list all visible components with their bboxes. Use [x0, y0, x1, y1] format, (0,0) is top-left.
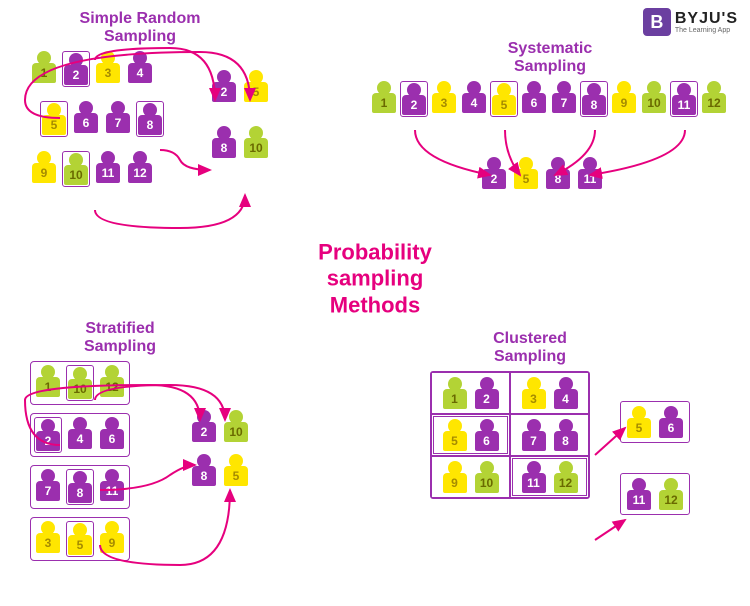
person-5: 5 — [441, 419, 469, 451]
person-5: 5 — [40, 101, 68, 137]
person-6: 6 — [72, 101, 100, 137]
person-3: 3 — [34, 521, 62, 557]
person-9: 9 — [441, 461, 469, 493]
strat-title: StratifiedSampling — [50, 320, 190, 355]
person-10: 10 — [640, 81, 668, 117]
person-10: 10 — [66, 365, 94, 401]
person-7: 7 — [104, 101, 132, 137]
person-10: 10 — [62, 151, 90, 187]
person-8: 8 — [580, 81, 608, 117]
person-10: 10 — [242, 126, 270, 158]
person-5: 5 — [66, 521, 94, 557]
person-11: 11 — [520, 461, 548, 493]
person-11: 11 — [670, 81, 698, 117]
person-3: 3 — [520, 377, 548, 409]
simple-random-quadrant: Simple RandomSampling 123456789101112 25… — [30, 10, 340, 201]
person-5: 5 — [512, 157, 540, 189]
person-6: 6 — [98, 417, 126, 453]
srs-title: Simple RandomSampling — [60, 10, 220, 45]
person-11: 11 — [576, 157, 604, 189]
clust-title: ClusteredSampling — [430, 330, 630, 365]
person-6: 6 — [473, 419, 501, 451]
person-7: 7 — [520, 419, 548, 451]
person-1: 1 — [441, 377, 469, 409]
stratified-quadrant: StratifiedSampling 110122467811359 21085 — [30, 320, 340, 569]
person-2: 2 — [473, 377, 501, 409]
person-6: 6 — [520, 81, 548, 117]
person-12: 12 — [126, 151, 154, 187]
person-5: 5 — [490, 81, 518, 117]
person-12: 12 — [98, 365, 126, 401]
person-11: 11 — [98, 469, 126, 505]
person-1: 1 — [34, 365, 62, 401]
person-3: 3 — [94, 51, 122, 87]
person-2: 2 — [62, 51, 90, 87]
logo-sub: The Learning App — [675, 27, 738, 34]
person-1: 1 — [370, 81, 398, 117]
person-7: 7 — [34, 469, 62, 505]
logo-main: BYJU'S — [675, 11, 738, 27]
clustered-quadrant: ClusteredSampling 123456789101112 561112 — [430, 330, 740, 515]
person-9: 9 — [98, 521, 126, 557]
person-10: 10 — [222, 410, 250, 442]
byjus-logo: B BYJU'S The Learning App — [643, 8, 738, 36]
person-12: 12 — [700, 81, 728, 117]
person-12: 12 — [552, 461, 580, 493]
person-12: 12 — [657, 478, 685, 510]
person-2: 2 — [480, 157, 508, 189]
person-8: 8 — [190, 454, 218, 486]
logo-icon: B — [643, 8, 671, 36]
person-8: 8 — [66, 469, 94, 505]
person-3: 3 — [430, 81, 458, 117]
person-2: 2 — [210, 70, 238, 102]
person-4: 4 — [126, 51, 154, 87]
person-6: 6 — [657, 406, 685, 438]
person-4: 4 — [66, 417, 94, 453]
person-1: 1 — [30, 51, 58, 87]
person-5: 5 — [222, 454, 250, 486]
person-2: 2 — [34, 417, 62, 453]
person-11: 11 — [625, 478, 653, 510]
person-9: 9 — [610, 81, 638, 117]
sys-title: SystematicSampling — [370, 40, 730, 75]
person-2: 2 — [190, 410, 218, 442]
person-9: 9 — [30, 151, 58, 187]
person-7: 7 — [550, 81, 578, 117]
person-4: 4 — [460, 81, 488, 117]
person-8: 8 — [552, 419, 580, 451]
person-2: 2 — [400, 81, 428, 117]
main-title: Probability sampling Methods — [318, 239, 432, 318]
person-8: 8 — [136, 101, 164, 137]
person-8: 8 — [544, 157, 572, 189]
person-4: 4 — [552, 377, 580, 409]
person-10: 10 — [473, 461, 501, 493]
person-5: 5 — [625, 406, 653, 438]
person-5: 5 — [242, 70, 270, 102]
person-11: 11 — [94, 151, 122, 187]
person-8: 8 — [210, 126, 238, 158]
systematic-quadrant: SystematicSampling 123456789101112 25811 — [370, 40, 750, 193]
